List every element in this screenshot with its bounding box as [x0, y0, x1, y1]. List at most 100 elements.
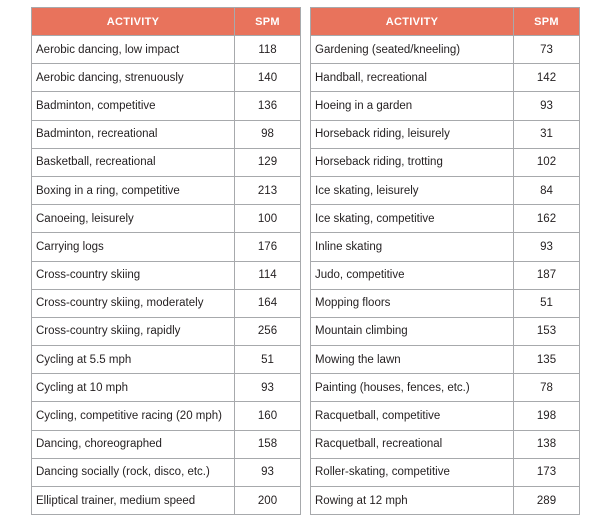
activity-cell: Boxing in a ring, competitive — [31, 175, 235, 206]
spm-cell: 118 — [234, 34, 301, 65]
spm-cell: 153 — [513, 316, 580, 347]
spm-cell: 158 — [234, 429, 301, 459]
table-row: Inline skating 93 — [310, 232, 580, 262]
activity-cell: Horseback riding, trotting — [310, 147, 514, 177]
spm-cell: 142 — [513, 63, 580, 93]
spm-cell: 200 — [234, 485, 301, 516]
spm-cell: 187 — [513, 260, 580, 290]
activity-column-header: ACTIVITY — [31, 7, 235, 36]
spm-cell: 78 — [513, 373, 580, 403]
activity-cell: Mowing the lawn — [310, 345, 514, 375]
activity-cell: Rowing at 12 mph — [310, 485, 514, 516]
activity-table-left: ACTIVITY SPM Aerobic dancing, low impact… — [31, 7, 301, 516]
activity-cell: Elliptical trainer, medium speed — [31, 485, 235, 516]
activity-cell: Dancing, choreographed — [31, 429, 235, 459]
activity-cell: Roller-skating, competitive — [310, 457, 514, 488]
table-row: Badminton, competitive 136 — [31, 91, 301, 121]
activity-cell: Inline skating — [310, 232, 514, 262]
table-row: Ice skating, competitive 162 — [310, 204, 580, 234]
table-row: Mopping floors 51 — [310, 288, 580, 318]
table-row: Aerobic dancing, low impact 118 — [31, 34, 301, 65]
table-row: Ice skating, leisurely 84 — [310, 175, 580, 206]
spm-cell: 136 — [234, 91, 301, 121]
table-row: Carrying logs 176 — [31, 232, 301, 262]
table-row: Painting (houses, fences, etc.) 78 — [310, 373, 580, 403]
spm-cell: 102 — [513, 147, 580, 177]
spm-cell: 100 — [234, 204, 301, 234]
activity-cell: Hoeing in a garden — [310, 91, 514, 121]
table-row: Cycling, competitive racing (20 mph) 160 — [31, 401, 301, 431]
spm-cell: 198 — [513, 401, 580, 431]
activity-cell: Painting (houses, fences, etc.) — [310, 373, 514, 403]
spm-cell: 140 — [234, 63, 301, 93]
spm-cell: 93 — [513, 232, 580, 262]
activity-cell: Basketball, recreational — [31, 147, 235, 177]
table-row: Mowing the lawn 135 — [310, 345, 580, 375]
spm-cell: 160 — [234, 401, 301, 431]
spm-cell: 73 — [513, 34, 580, 65]
table-row: Judo, competitive 187 — [310, 260, 580, 290]
table-body: Aerobic dancing, low impact 118 Aerobic da… — [31, 34, 301, 516]
activity-cell: Racquetball, recreational — [310, 429, 514, 459]
spm-cell: 84 — [513, 175, 580, 206]
spm-cell: 173 — [513, 457, 580, 488]
spm-cell: 138 — [513, 429, 580, 459]
table-row: Cross-country skiing, moderately 164 — [31, 288, 301, 318]
table-row: Horseback riding, trotting 102 — [310, 147, 580, 177]
spm-column-header: SPM — [513, 7, 580, 36]
table-row: Gardening (seated/kneeling) 73 — [310, 34, 580, 65]
table-row: Racquetball, recreational 138 — [310, 429, 580, 459]
activity-cell: Badminton, competitive — [31, 91, 235, 121]
table-row: Aerobic dancing, strenuously 140 — [31, 63, 301, 93]
spm-cell: 256 — [234, 316, 301, 347]
activity-cell: Judo, competitive — [310, 260, 514, 290]
table-row: Hoeing in a garden 93 — [310, 91, 580, 121]
spm-cell: 164 — [234, 288, 301, 318]
activity-cell: Ice skating, competitive — [310, 204, 514, 234]
table-row: Horseback riding, leisurely 31 — [310, 119, 580, 149]
table-row: Cycling at 5.5 mph 51 — [31, 345, 301, 375]
spm-cell: 98 — [234, 119, 301, 149]
table-row: Elliptical trainer, medium speed 200 — [31, 485, 301, 516]
spm-cell: 114 — [234, 260, 301, 290]
activity-cell: Cross-country skiing, rapidly — [31, 316, 235, 347]
spm-cell: 135 — [513, 345, 580, 375]
table-row: Dancing socially (rock, disco, etc.) 93 — [31, 457, 301, 488]
spm-cell: 51 — [234, 345, 301, 375]
spm-cell: 289 — [513, 485, 580, 516]
table-row: Handball, recreational 142 — [310, 63, 580, 93]
activity-cell: Horseback riding, leisurely — [310, 119, 514, 149]
activity-cell: Aerobic dancing, strenuously — [31, 63, 235, 93]
activity-cell: Cross-country skiing — [31, 260, 235, 290]
activity-cell: Carrying logs — [31, 232, 235, 262]
activity-cell: Gardening (seated/kneeling) — [310, 34, 514, 65]
activity-cell: Cycling, competitive racing (20 mph) — [31, 401, 235, 431]
table-row: Boxing in a ring, competitive 213 — [31, 175, 301, 206]
table-row: Racquetball, competitive 198 — [310, 401, 580, 431]
activity-cell: Handball, recreational — [310, 63, 514, 93]
header-row: ACTIVITY SPM — [31, 7, 301, 36]
activity-cell: Badminton, recreational — [31, 119, 235, 149]
spm-cell: 93 — [234, 373, 301, 403]
spm-cell: 176 — [234, 232, 301, 262]
activity-cell: Mountain climbing — [310, 316, 514, 347]
spm-column-header: SPM — [234, 7, 301, 36]
activity-cell: Aerobic dancing, low impact — [31, 34, 235, 65]
activity-cell: Cycling at 5.5 mph — [31, 345, 235, 375]
activity-cell: Racquetball, competitive — [310, 401, 514, 431]
spm-cell: 162 — [513, 204, 580, 234]
activity-cell: Mopping floors — [310, 288, 514, 318]
table-row: Dancing, choreographed 158 — [31, 429, 301, 459]
table-row: Canoeing, leisurely 100 — [31, 204, 301, 234]
header-row: ACTIVITY SPM — [310, 7, 580, 36]
table-row: Roller-skating, competitive 173 — [310, 457, 580, 488]
spm-cell: 213 — [234, 175, 301, 206]
spm-cell: 93 — [513, 91, 580, 121]
spm-cell: 129 — [234, 147, 301, 177]
spm-cell: 51 — [513, 288, 580, 318]
table-body: Gardening (seated/kneeling) 73 Handball, r… — [310, 34, 580, 516]
table-row: Mountain climbing 153 — [310, 316, 580, 347]
table-row: Badminton, recreational 98 — [31, 119, 301, 149]
activity-cell: Canoeing, leisurely — [31, 204, 235, 234]
spm-cell: 93 — [234, 457, 301, 488]
